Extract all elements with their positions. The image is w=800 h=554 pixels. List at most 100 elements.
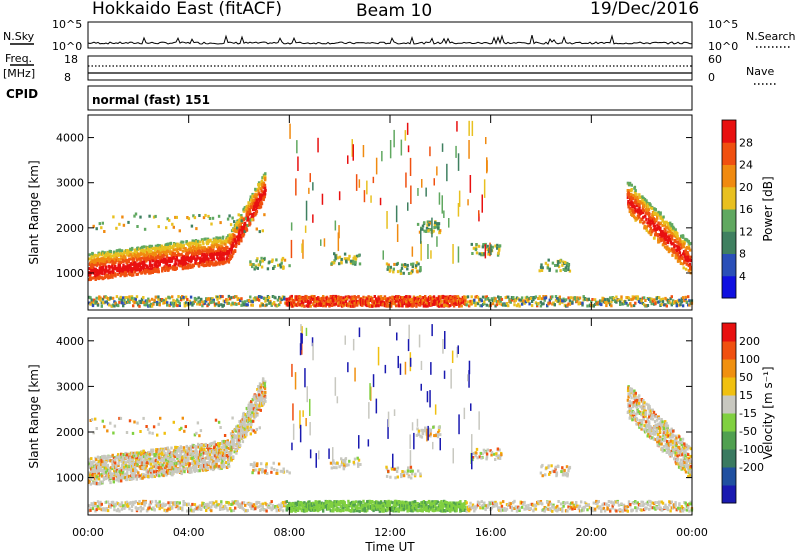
- echo-cell: [88, 481, 91, 484]
- echo-cell: [642, 197, 645, 200]
- echo-cell: [532, 296, 535, 299]
- echo-cell: [597, 300, 600, 304]
- echo-cell: [234, 239, 237, 243]
- echo-cell: [532, 298, 535, 301]
- echo-cell: [111, 264, 114, 268]
- echo-cell: [107, 458, 111, 462]
- echo-cell: [153, 298, 156, 302]
- echo-cell: [171, 222, 174, 226]
- echo-cell: [171, 458, 174, 462]
- echo-cell: [133, 270, 137, 274]
- echo-cell: [234, 227, 237, 231]
- echo-streak: [363, 190, 366, 203]
- echo-cell: [223, 300, 227, 304]
- echo-cell: [276, 303, 280, 307]
- echo-cell: [114, 461, 117, 465]
- echo-cell: [628, 201, 632, 205]
- echo-cell: [301, 297, 305, 301]
- echo-cell: [195, 248, 198, 252]
- echo-cell: [120, 252, 123, 255]
- echo-cell: [121, 269, 124, 273]
- echo-cell: [250, 303, 253, 307]
- echo-cell: [290, 294, 293, 298]
- echo-cell: [675, 244, 679, 248]
- echo-cell: [260, 256, 263, 260]
- echo-cell: [158, 301, 161, 305]
- echo-cell: [164, 455, 167, 459]
- echo-cell: [190, 224, 194, 228]
- echo-cell: [164, 260, 167, 264]
- echo-cell: [362, 301, 365, 305]
- echo-cell: [231, 244, 234, 248]
- echo-cell: [99, 252, 102, 256]
- echo-cell: [323, 299, 326, 303]
- echo-cell: [671, 248, 674, 252]
- echo-cell: [157, 254, 161, 258]
- echo-cell: [88, 301, 91, 305]
- echo-cell: [296, 296, 300, 300]
- echo-cell: [403, 295, 407, 299]
- echo-cell: [228, 233, 231, 237]
- echo-cell: [104, 268, 108, 271]
- echo-cell: [113, 304, 116, 308]
- echo-cell: [156, 270, 159, 274]
- echo-streak: [379, 197, 382, 206]
- echo-cell: [680, 300, 684, 304]
- echo-cell: [103, 425, 106, 429]
- echo-cell: [121, 215, 124, 219]
- echo-cell: [493, 299, 496, 303]
- echo-cell: [89, 461, 93, 464]
- echo-cell: [179, 458, 182, 462]
- echo-cell: [620, 295, 623, 299]
- echo-cell: [179, 452, 182, 456]
- echo-cell: [314, 299, 317, 303]
- echo-cell: [664, 303, 667, 307]
- echo-cell: [281, 256, 285, 260]
- power-colorbar-frame: [721, 119, 737, 299]
- echo-cell: [162, 260, 165, 264]
- echo-cell: [495, 303, 499, 307]
- echo-streak: [312, 214, 314, 223]
- echo-cell: [408, 298, 412, 302]
- echo-cell: [395, 304, 398, 308]
- echo-cell: [625, 296, 628, 299]
- echo-cell: [558, 295, 561, 299]
- echo-cell: [234, 229, 237, 233]
- echo-cell: [475, 246, 478, 250]
- echo-cell: [96, 455, 100, 459]
- echo-cell: [208, 263, 211, 267]
- echo-cell: [207, 261, 210, 265]
- echo-streak: [290, 222, 293, 231]
- echo-cell: [374, 304, 378, 308]
- echo-cell: [539, 300, 543, 304]
- echo-cell: [144, 459, 147, 463]
- echo-cell: [525, 295, 529, 299]
- echo-cell: [177, 252, 180, 256]
- echo-cell: [688, 262, 691, 266]
- echo-cell: [483, 302, 486, 305]
- echo-cell: [491, 302, 495, 306]
- echo-cell: [374, 301, 378, 305]
- echo-cell: [148, 452, 152, 456]
- echo-cell: [103, 301, 106, 305]
- echo-cell: [491, 245, 494, 249]
- echo-cell: [88, 460, 91, 464]
- echo-cell: [260, 265, 264, 269]
- echo-cell: [203, 252, 206, 256]
- echo-cell: [117, 455, 120, 459]
- echo-cell: [91, 262, 94, 266]
- echo-cell: [500, 303, 504, 307]
- echo-cell: [496, 246, 499, 250]
- echo-cell: [650, 302, 653, 306]
- echo-cell: [429, 297, 432, 301]
- echo-cell: [357, 254, 361, 258]
- echo-cell: [354, 262, 357, 266]
- echo-cell: [304, 299, 307, 303]
- echo-cell: [112, 215, 115, 219]
- echo-cell: [192, 214, 195, 218]
- echo-streak: [471, 120, 474, 136]
- echo-cell: [260, 193, 264, 197]
- echo-cell: [154, 244, 158, 248]
- echo-cell: [127, 249, 130, 253]
- echo-cell: [676, 240, 680, 244]
